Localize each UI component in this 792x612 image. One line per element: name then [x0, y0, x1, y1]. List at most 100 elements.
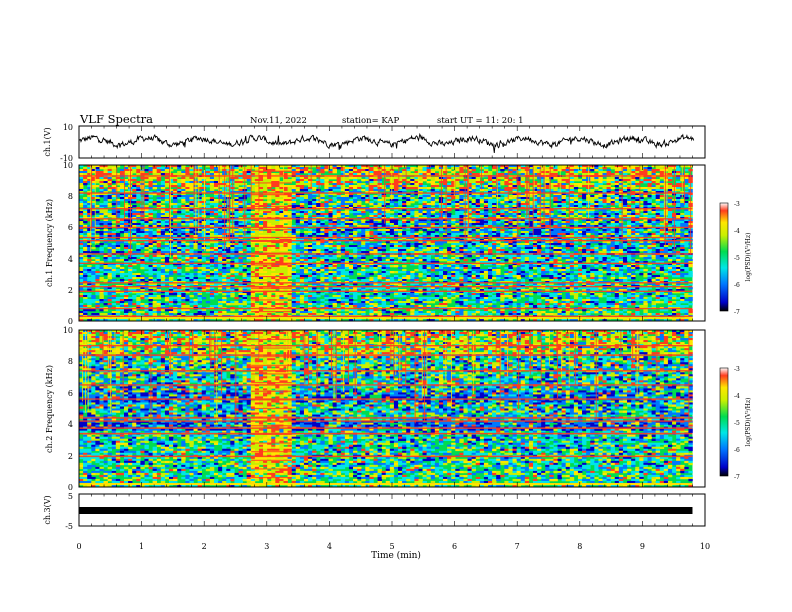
spectrogram-cell — [177, 173, 182, 176]
spectrogram-cell — [406, 223, 411, 226]
spectrogram-cell — [185, 213, 190, 216]
spectrogram-cell — [185, 183, 190, 186]
spectrogram-cell — [610, 243, 616, 246]
spectrogram-cell — [627, 177, 632, 180]
spectrogram-cell — [414, 191, 419, 194]
spectrogram-cell — [393, 179, 399, 182]
spectrogram-cell — [610, 221, 616, 224]
spectrogram-cell — [291, 197, 297, 200]
spectrogram-cell — [152, 181, 158, 184]
spectrogram-cell — [500, 209, 505, 212]
spectrogram-cell — [647, 187, 652, 190]
spectrogram-cell — [610, 229, 616, 232]
spectrogram-cell — [328, 243, 333, 246]
spectrogram-cell — [676, 185, 681, 188]
spectrogram-cell — [111, 171, 117, 174]
spectrogram-cell — [402, 173, 407, 176]
spectrogram-cell — [618, 223, 624, 226]
spectrogram-cell — [209, 183, 215, 186]
spectrogram-cell — [532, 229, 538, 232]
spectrogram-cell — [136, 167, 141, 170]
spectrogram-cell — [659, 191, 665, 194]
spectrogram-cell — [627, 179, 632, 182]
spectrogram-cell — [95, 223, 100, 226]
spectrogram-cell — [541, 203, 546, 206]
spectrogram-cell — [483, 199, 489, 202]
spectrogram-cell — [377, 183, 382, 186]
spectrogram-cell — [312, 229, 317, 232]
spectrogram-cell — [361, 169, 366, 172]
spectrogram-cell — [459, 209, 464, 212]
spectrogram-cell — [111, 189, 117, 192]
spectrogram-cell — [295, 205, 301, 208]
spectrogram-cell — [602, 167, 607, 170]
spectrogram-cell — [340, 179, 346, 182]
spectrogram-cell — [99, 223, 104, 226]
spectrogram-cell — [532, 209, 538, 212]
spectrogram-cell — [512, 231, 517, 234]
spectrogram-cell — [369, 177, 374, 180]
spectrogram-cell — [303, 201, 309, 204]
spectrogram-cell — [475, 191, 481, 194]
spectrogram-cell — [398, 191, 403, 194]
spectrogram-cell — [348, 181, 354, 184]
spectrogram-cell — [553, 221, 558, 224]
spectrogram-cell — [132, 219, 137, 222]
spectrogram-cell — [267, 231, 272, 234]
spectrogram-cell — [340, 215, 346, 218]
spectrogram-cell — [434, 193, 440, 196]
spectrogram-cell — [148, 233, 153, 236]
spectrogram-cell — [602, 231, 607, 234]
spectrogram-cell — [618, 167, 624, 170]
spectrogram-cell — [103, 221, 108, 224]
spectrogram-cell — [365, 209, 370, 212]
spectrogram-cell — [622, 215, 628, 218]
spectrogram-cell — [316, 201, 321, 204]
spectrogram-cell — [152, 201, 158, 204]
spectrogram-cell — [467, 181, 472, 184]
spectrogram-cell — [528, 183, 534, 186]
spectrogram-cell — [340, 203, 346, 206]
spectrogram-cell — [537, 223, 542, 226]
spectrogram-cell — [532, 189, 538, 192]
spectrogram-cell — [181, 171, 186, 174]
spectrogram-cell — [610, 173, 616, 176]
spectrogram-cell — [177, 211, 182, 214]
spectrogram-cell — [320, 167, 325, 170]
spectrogram-cell — [218, 213, 223, 216]
spectrogram-cell — [643, 203, 648, 206]
spectrogram-cell — [254, 189, 260, 192]
spectrogram-cell — [647, 173, 652, 176]
spectrogram-cell — [123, 243, 129, 246]
spectrogram-cell — [541, 189, 546, 192]
spectrogram-cell — [267, 211, 272, 214]
spectrogram-cell — [504, 221, 509, 224]
spectrogram-cell — [291, 203, 297, 206]
spectrogram-cell — [164, 193, 170, 196]
spectrogram-cell — [483, 165, 489, 168]
spectrogram-cell — [504, 191, 509, 194]
spectrogram-cell — [561, 179, 566, 182]
spectrogram-cell — [398, 173, 403, 176]
spectrogram-cell — [132, 231, 137, 234]
spectrogram-cell — [344, 193, 350, 196]
spectrogram-cell — [545, 201, 550, 204]
spectrogram-cell — [614, 173, 620, 176]
spectrogram-cell — [471, 231, 477, 234]
spectrogram-cell — [385, 229, 391, 232]
spectrogram-cell — [99, 221, 104, 224]
spectrogram-cell — [516, 215, 522, 218]
spectrogram-cell — [238, 199, 243, 202]
spectrogram-cell — [528, 215, 534, 218]
spectrogram-cell — [123, 229, 129, 232]
spectrogram-cell — [606, 215, 611, 218]
spectrogram-cell — [103, 189, 108, 192]
spectrogram-cell — [426, 177, 432, 180]
spectrogram-cell — [618, 197, 624, 200]
spectrogram-cell — [353, 199, 358, 202]
spectrogram-cell — [316, 233, 321, 236]
spectrogram-cell — [402, 179, 407, 182]
spectrogram-cell — [500, 193, 505, 196]
spectrogram-cell — [308, 183, 313, 186]
spectrogram-cell — [667, 209, 673, 212]
